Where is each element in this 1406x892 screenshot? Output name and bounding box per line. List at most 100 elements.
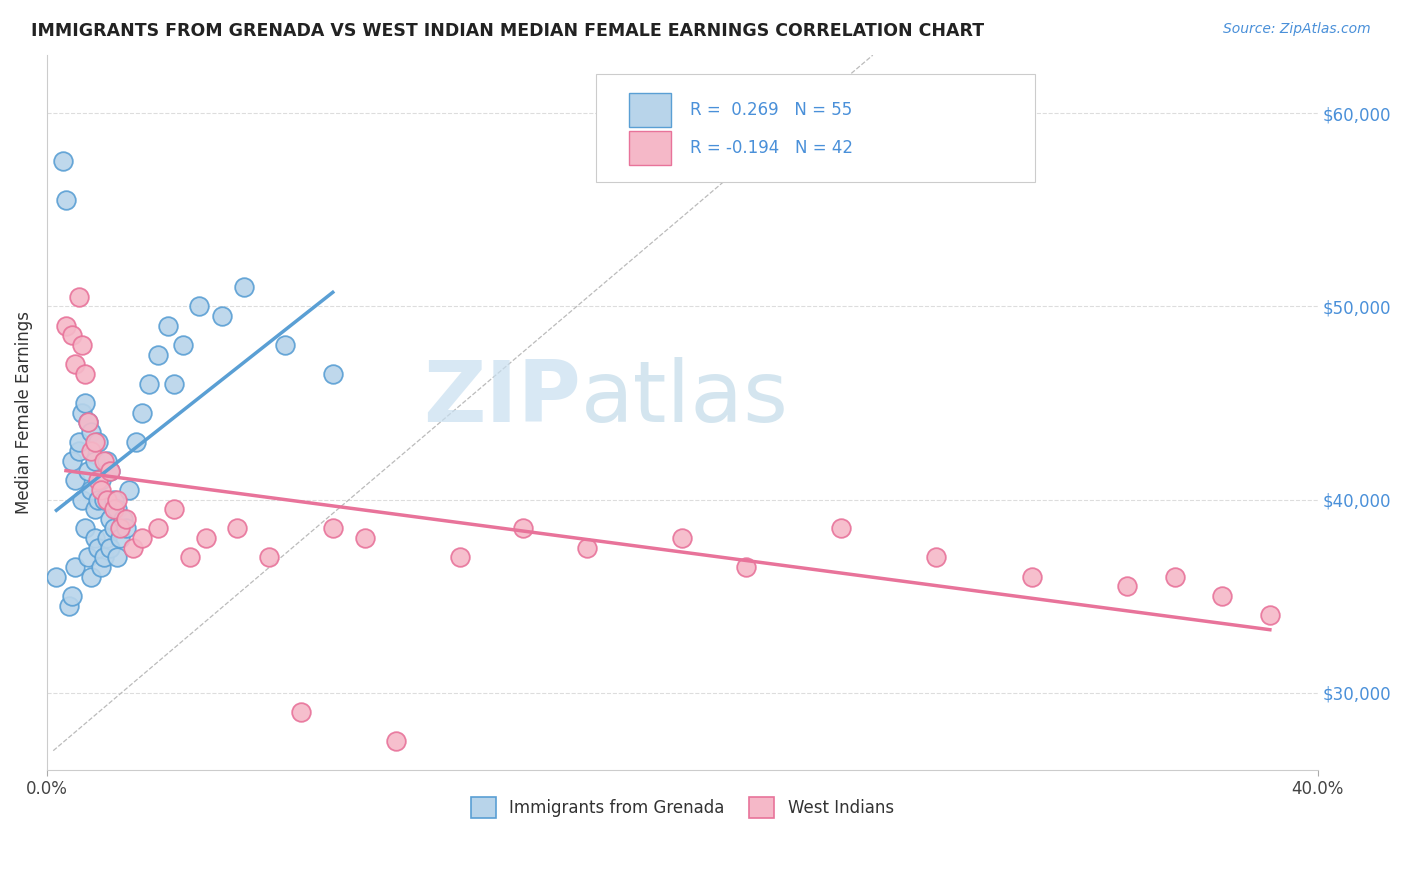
Point (112, 512, 135, 526)
Point (55, 193, 77, 207)
Point (70, 406, 93, 420)
Point (65, 357, 87, 371)
Point (86, 473, 108, 487)
Point (96, 454, 118, 468)
Point (67, 290, 90, 304)
Point (172, 338, 194, 352)
Point (211, 309, 233, 323)
FancyBboxPatch shape (628, 93, 671, 128)
Text: ZIP: ZIP (423, 357, 581, 440)
Point (138, 376, 160, 391)
Point (188, 299, 211, 313)
Point (77, 550, 100, 565)
Point (156, 318, 179, 333)
Point (67, 434, 90, 449)
Point (86, 492, 108, 507)
Point (103, 502, 125, 516)
Text: Source: ZipAtlas.com: Source: ZipAtlas.com (1223, 22, 1371, 37)
Point (108, 521, 131, 535)
Point (226, 521, 249, 535)
Point (55, 318, 77, 333)
Point (105, 502, 128, 516)
Point (67, 444, 90, 458)
Point (1021, 570, 1043, 584)
Point (80, 570, 103, 584)
Point (96, 531, 118, 545)
Text: R = -0.194   N = 42: R = -0.194 N = 42 (690, 139, 853, 157)
Point (131, 531, 153, 545)
Point (70, 338, 93, 352)
Point (86, 434, 108, 449)
Point (65, 473, 87, 487)
Point (60, 328, 83, 343)
Point (671, 531, 693, 545)
Point (86, 541, 108, 555)
Point (83, 434, 105, 449)
Point (734, 560, 756, 574)
Point (830, 521, 852, 535)
Point (80, 425, 103, 439)
Point (322, 367, 344, 381)
Point (83, 502, 105, 516)
Point (93, 550, 115, 565)
Point (73, 521, 96, 535)
Point (146, 521, 169, 535)
Point (83, 531, 105, 545)
Point (925, 550, 948, 565)
Text: IMMIGRANTS FROM GRENADA VS WEST INDIAN MEDIAN FEMALE EARNINGS CORRELATION CHART: IMMIGRANTS FROM GRENADA VS WEST INDIAN M… (31, 22, 984, 40)
Point (118, 483, 141, 497)
FancyBboxPatch shape (596, 74, 1035, 182)
Point (60, 454, 83, 468)
Point (90, 473, 112, 487)
Point (146, 348, 169, 362)
Point (45, 570, 67, 584)
Point (77, 464, 100, 478)
Point (322, 521, 344, 535)
Point (77, 415, 100, 429)
Point (100, 541, 122, 555)
Point (100, 512, 122, 526)
Point (65, 560, 87, 574)
Point (1163, 570, 1185, 584)
FancyBboxPatch shape (628, 131, 671, 165)
Point (115, 512, 138, 526)
Point (1211, 589, 1233, 603)
Point (93, 492, 115, 507)
Point (274, 338, 297, 352)
Point (512, 521, 534, 535)
Point (163, 502, 186, 516)
Point (60, 589, 83, 603)
Point (73, 396, 96, 410)
Point (93, 454, 115, 468)
Point (121, 541, 143, 555)
Point (73, 367, 96, 381)
Point (125, 434, 148, 449)
Point (385, 734, 408, 748)
Point (103, 492, 125, 507)
Point (80, 444, 103, 458)
Point (194, 531, 217, 545)
Point (108, 531, 131, 545)
Point (52, 154, 75, 169)
Point (179, 550, 201, 565)
Legend: Immigrants from Grenada, West Indians: Immigrants from Grenada, West Indians (463, 789, 903, 826)
Point (257, 550, 280, 565)
Point (105, 492, 128, 507)
Point (103, 521, 125, 535)
Point (353, 531, 375, 545)
Point (1116, 579, 1139, 593)
Point (77, 415, 100, 429)
Point (90, 483, 112, 497)
Point (100, 464, 122, 478)
Text: R =  0.269   N = 55: R = 0.269 N = 55 (690, 101, 852, 120)
Point (575, 541, 598, 555)
Text: atlas: atlas (581, 357, 789, 440)
Y-axis label: Median Female Earnings: Median Female Earnings (15, 311, 32, 514)
Point (90, 560, 112, 574)
Point (58, 599, 80, 613)
Point (163, 376, 186, 391)
Point (115, 521, 138, 535)
Point (80, 483, 103, 497)
Point (1258, 608, 1281, 623)
Point (70, 492, 93, 507)
